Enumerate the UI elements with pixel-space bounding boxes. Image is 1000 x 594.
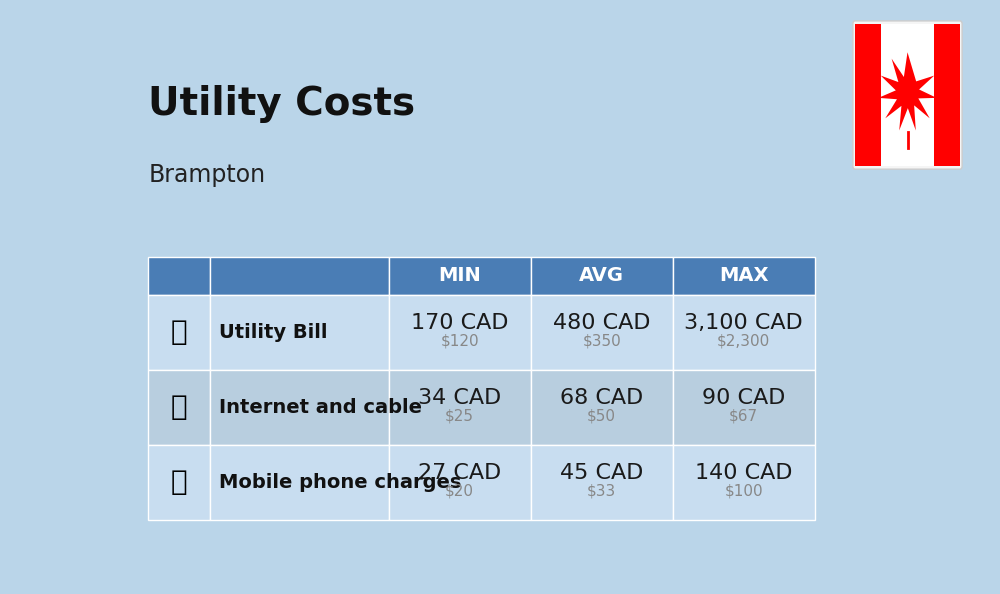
FancyBboxPatch shape [853,21,962,169]
Bar [531,257,673,295]
Bar [855,24,881,166]
Text: $67: $67 [729,409,758,424]
Text: Utility Costs: Utility Costs [148,85,415,123]
Bar [673,444,815,520]
Bar [881,24,934,166]
Text: 27 CAD: 27 CAD [418,463,501,483]
Bar [531,295,673,369]
Text: $50: $50 [587,409,616,424]
Text: $2,300: $2,300 [717,334,770,349]
Text: $25: $25 [445,409,474,424]
Text: 68 CAD: 68 CAD [560,388,643,408]
Text: $350: $350 [582,334,621,349]
Bar [210,369,389,444]
Text: 140 CAD: 140 CAD [695,463,793,483]
Text: AVG: AVG [579,266,624,285]
Bar [210,257,389,295]
Bar [673,257,815,295]
Text: 📱: 📱 [171,468,188,496]
Text: Brampton: Brampton [148,163,265,187]
Bar [148,295,210,369]
Bar [531,369,673,444]
Text: MIN: MIN [438,266,481,285]
Bar [673,369,815,444]
Bar [531,444,673,520]
Text: 📡: 📡 [171,393,188,421]
Text: Internet and cable: Internet and cable [219,397,422,416]
Text: 45 CAD: 45 CAD [560,463,643,483]
Bar [210,444,389,520]
Bar [389,444,531,520]
Bar [210,295,389,369]
Text: Utility Bill: Utility Bill [219,323,328,342]
Text: 3,100 CAD: 3,100 CAD [684,313,803,333]
Bar [148,444,210,520]
Text: 170 CAD: 170 CAD [411,313,508,333]
Text: $120: $120 [440,334,479,349]
Bar [934,24,960,166]
Text: $20: $20 [445,484,474,498]
Bar [389,369,531,444]
Text: Mobile phone charges: Mobile phone charges [219,473,462,492]
Text: 480 CAD: 480 CAD [553,313,650,333]
Bar [389,257,531,295]
Bar [389,295,531,369]
Bar [148,257,210,295]
Text: $100: $100 [724,484,763,498]
Polygon shape [878,52,937,131]
Text: 🔧: 🔧 [171,318,188,346]
Bar [148,369,210,444]
Text: MAX: MAX [719,266,769,285]
Text: 34 CAD: 34 CAD [418,388,501,408]
Text: $33: $33 [587,484,616,498]
Bar [673,295,815,369]
Text: 90 CAD: 90 CAD [702,388,785,408]
